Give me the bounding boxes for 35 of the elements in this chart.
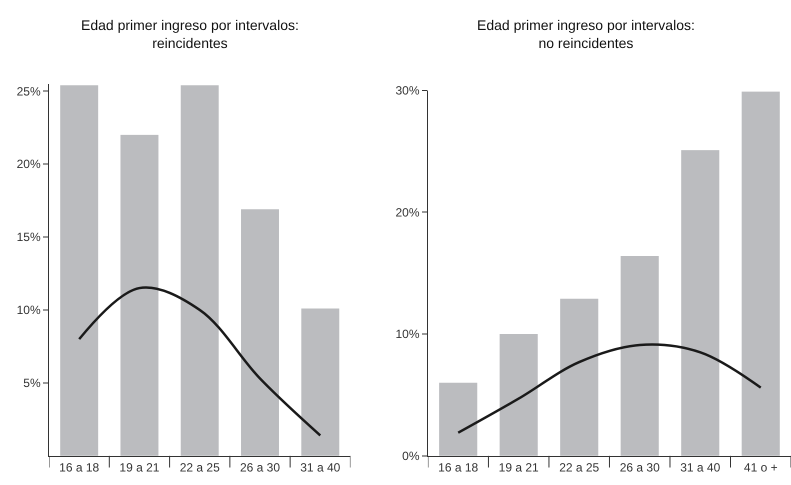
x-tick-label: 16 a 18	[59, 460, 100, 474]
y-tick-label: 0%	[402, 449, 420, 464]
y-tick-label: 20%	[396, 205, 420, 220]
bar	[439, 382, 478, 456]
bar	[60, 85, 98, 456]
y-tick-label: 25%	[16, 84, 41, 98]
y-tick-label: 10%	[16, 303, 41, 318]
bar	[180, 85, 219, 456]
y-tick-label: 5%	[23, 376, 41, 390]
x-tick-label: 31 a 40	[300, 460, 341, 474]
x-tick-label: 26 a 30	[620, 460, 660, 474]
chart-title: Edad primer ingreso por intervalos: no reincidentes	[477, 17, 695, 52]
x-tick-label: 22 a 25	[180, 460, 220, 474]
bar	[742, 92, 780, 456]
x-tick-label: 26 a 30	[240, 460, 280, 474]
x-tick-label: 16 a 18	[438, 460, 479, 474]
y-tick-label: 10%	[396, 327, 420, 342]
bar	[560, 298, 598, 456]
x-tick-label: 31 a 40	[680, 460, 721, 474]
y-tick-label: 30%	[396, 84, 420, 98]
bar	[620, 256, 659, 456]
y-tick-label: 20%	[16, 157, 41, 172]
x-tick-label: 41 o +	[744, 460, 778, 474]
bar	[681, 150, 720, 456]
bar	[241, 209, 279, 456]
line-series	[456, 343, 762, 434]
bar	[120, 134, 158, 456]
bar	[500, 334, 538, 456]
bar	[301, 308, 340, 456]
x-tick-label: 19 a 21	[498, 460, 540, 474]
y-tick-label: 15%	[16, 230, 41, 244]
x-tick-label: 19 a 21	[119, 460, 160, 474]
x-tick-label: 22 a 25	[559, 460, 600, 474]
chart-title: Edad primer ingreso por intervalos: reincidentes	[81, 17, 299, 52]
line-series	[78, 286, 322, 437]
